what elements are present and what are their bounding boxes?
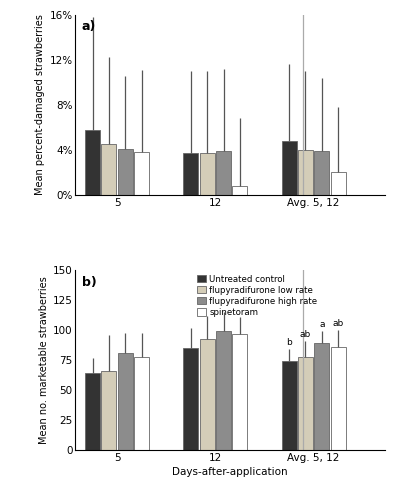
Text: b: b bbox=[286, 338, 292, 347]
Bar bbox=[183, 348, 198, 450]
Bar bbox=[118, 353, 133, 450]
Text: a: a bbox=[319, 320, 325, 329]
Bar bbox=[298, 150, 313, 195]
Bar bbox=[85, 374, 100, 450]
Bar bbox=[200, 153, 215, 195]
Bar bbox=[101, 144, 116, 195]
Bar bbox=[298, 356, 313, 450]
Bar bbox=[101, 371, 116, 450]
Text: ab: ab bbox=[333, 319, 344, 328]
X-axis label: Days-after-application: Days-after-application bbox=[172, 467, 288, 477]
Bar bbox=[134, 356, 149, 450]
Bar bbox=[216, 332, 231, 450]
Text: a): a) bbox=[82, 20, 96, 34]
Bar bbox=[183, 153, 198, 195]
Bar bbox=[118, 148, 133, 195]
Bar bbox=[314, 344, 330, 450]
Bar bbox=[200, 338, 215, 450]
Y-axis label: Mean no. marketable strawberries: Mean no. marketable strawberries bbox=[39, 276, 48, 444]
Bar bbox=[281, 141, 297, 195]
Bar bbox=[331, 172, 346, 195]
Bar bbox=[134, 152, 149, 195]
Bar bbox=[216, 151, 231, 195]
Legend: Untreated control, flupyradifurone low rate, flupyradifurone high rate, spinetor: Untreated control, flupyradifurone low r… bbox=[197, 274, 318, 317]
Bar bbox=[281, 362, 297, 450]
Text: b): b) bbox=[82, 276, 96, 288]
Bar bbox=[331, 347, 346, 450]
Bar bbox=[314, 151, 330, 195]
Bar bbox=[232, 186, 247, 195]
Y-axis label: Mean percent-damaged strawberries: Mean percent-damaged strawberries bbox=[35, 14, 45, 196]
Bar bbox=[232, 334, 247, 450]
Bar bbox=[85, 130, 100, 195]
Text: ab: ab bbox=[300, 330, 311, 338]
